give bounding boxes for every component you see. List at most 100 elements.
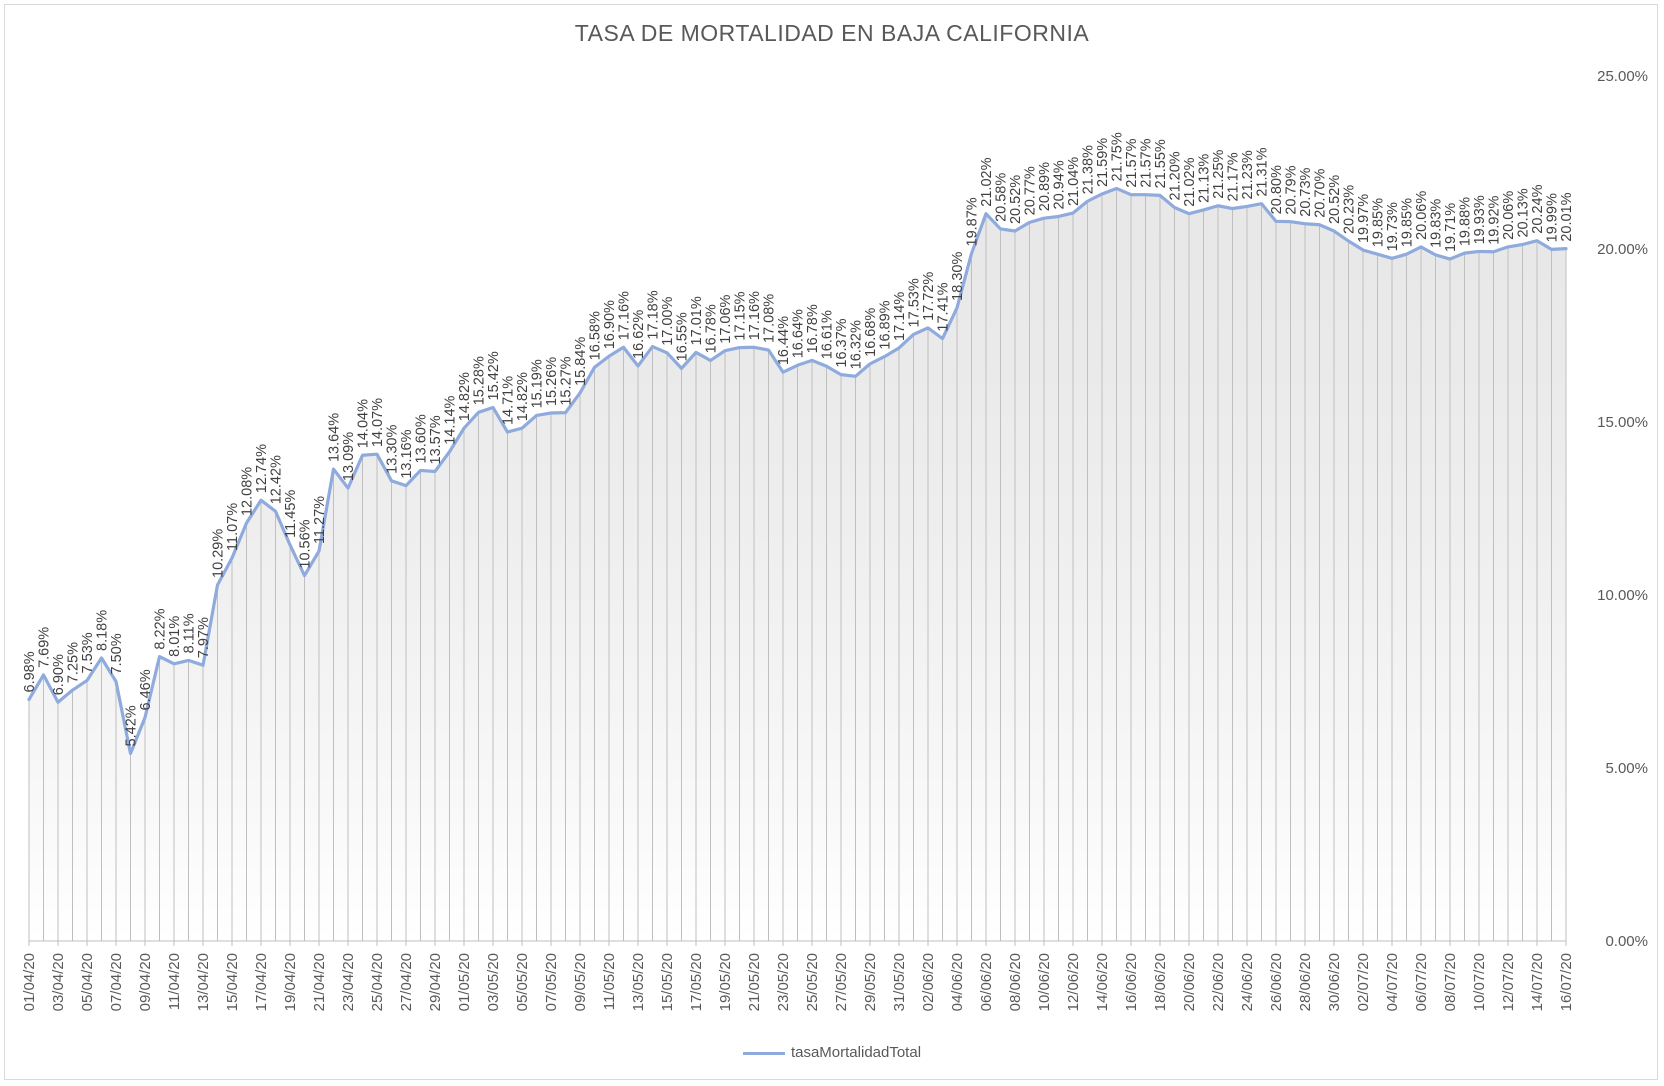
data-label: 14.14% — [443, 395, 459, 444]
data-label: 13.09% — [341, 432, 357, 481]
data-label: 16.58% — [588, 311, 604, 360]
x-tick-label: 31/05/20 — [891, 953, 908, 1011]
x-tick-label: 03/04/20 — [50, 953, 67, 1011]
data-label: 20.73% — [1298, 167, 1314, 216]
x-tick-label: 11/04/20 — [166, 953, 183, 1010]
x-tick-label: 09/05/20 — [572, 953, 589, 1011]
y-tick-label: 10.00% — [1597, 587, 1648, 604]
x-tick-label: 02/06/20 — [920, 953, 937, 1011]
data-label: 17.08% — [762, 294, 778, 343]
x-tick-label: 12/06/20 — [1065, 953, 1082, 1011]
data-label: 20.70% — [1313, 168, 1329, 217]
x-tick-label: 19/04/20 — [282, 953, 299, 1011]
series-line-tasaMortalidadTotal — [27, 186, 1568, 756]
x-tick-label: 08/06/20 — [1007, 953, 1024, 1011]
data-label: 16.68% — [863, 308, 879, 357]
data-label: 20.52% — [1327, 175, 1343, 224]
x-tick-label: 04/07/20 — [1384, 953, 1401, 1011]
data-label: 16.62% — [631, 310, 647, 359]
data-label: 6.98% — [22, 651, 38, 692]
data-label: 13.60% — [414, 414, 430, 463]
data-label: 21.20% — [1168, 151, 1184, 200]
data-label: 21.55% — [1153, 139, 1169, 188]
data-label: 6.90% — [51, 654, 67, 695]
data-label: 20.77% — [1023, 166, 1039, 215]
data-label: 17.53% — [907, 278, 923, 327]
x-tick-label: 26/06/20 — [1268, 953, 1285, 1011]
x-tick-label: 14/07/20 — [1529, 953, 1546, 1011]
x-tick-label: 25/05/20 — [804, 953, 821, 1011]
x-tick-label: 12/07/20 — [1500, 953, 1517, 1011]
x-tick-label: 05/05/20 — [514, 953, 531, 1011]
data-label: 19.71% — [1443, 203, 1459, 252]
data-label: 21.57% — [1124, 138, 1140, 187]
data-label: 14.82% — [457, 372, 473, 421]
data-label: 12.08% — [240, 467, 256, 516]
data-label: 20.06% — [1501, 191, 1517, 240]
x-tick-label: 06/07/20 — [1413, 953, 1430, 1011]
legend-label: tasaMortalidadTotal — [790, 1044, 922, 1061]
data-label: 20.94% — [1052, 160, 1068, 209]
data-label: 7.53% — [80, 632, 96, 673]
data-label: 21.31% — [1255, 147, 1271, 196]
data-label: 13.30% — [385, 425, 401, 474]
data-label: 21.04% — [1066, 157, 1082, 206]
data-label: 16.32% — [849, 320, 865, 369]
data-label: 17.72% — [921, 272, 937, 321]
data-label: 20.24% — [1530, 184, 1546, 233]
data-label: 16.55% — [675, 312, 691, 361]
data-label: 21.38% — [1081, 145, 1097, 194]
y-tick-label: 0.00% — [1605, 933, 1648, 950]
data-label: 16.90% — [602, 300, 618, 349]
x-tick-label: 10/07/20 — [1471, 953, 1488, 1011]
x-tick-label: 15/05/20 — [659, 953, 676, 1011]
data-label: 19.73% — [1385, 202, 1401, 251]
x-tick-label: 07/04/20 — [108, 953, 125, 1011]
data-label: 19.99% — [1545, 193, 1561, 242]
x-tick-label: 22/06/20 — [1210, 953, 1227, 1011]
data-label: 19.85% — [1400, 198, 1416, 247]
data-label: 15.84% — [573, 337, 589, 386]
data-label: 15.19% — [530, 359, 546, 408]
x-tick-label: 06/06/20 — [978, 953, 995, 1011]
data-label: 8.18% — [95, 610, 111, 651]
data-label: 20.23% — [1342, 185, 1358, 234]
data-label: 17.01% — [689, 296, 705, 345]
y-tick-label: 15.00% — [1597, 414, 1648, 431]
data-label: 17.00% — [660, 297, 676, 346]
data-label: 16.61% — [820, 310, 836, 359]
data-label: 12.74% — [254, 444, 270, 493]
data-label: 21.02% — [1182, 157, 1198, 206]
y-tick-label: 25.00% — [1597, 68, 1648, 85]
data-label: 11.45% — [283, 490, 299, 538]
data-label: 17.16% — [617, 291, 633, 340]
data-label: 17.18% — [646, 290, 662, 339]
data-label: 20.89% — [1037, 162, 1053, 211]
x-tick-label: 10/06/20 — [1036, 953, 1053, 1011]
x-tick-label: 03/05/20 — [485, 953, 502, 1011]
data-label: 19.93% — [1472, 195, 1488, 244]
data-label: 21.17% — [1226, 152, 1242, 201]
data-label: 13.64% — [327, 413, 343, 462]
x-tick-label: 19/05/20 — [717, 953, 734, 1011]
x-tick-labels: 01/04/20 03/04/20 05/04/20 07/04/20 09/04/20… — [21, 953, 1575, 1011]
data-label: 20.06% — [1414, 191, 1430, 240]
data-label: 10.29% — [211, 529, 227, 578]
data-label: 21.25% — [1211, 149, 1227, 198]
x-tick-label: 01/04/20 — [21, 953, 38, 1011]
data-label: 8.22% — [153, 608, 169, 649]
data-label: 21.59% — [1095, 138, 1111, 187]
data-label: 14.07% — [370, 398, 386, 447]
x-tick-label: 11/05/20 — [601, 953, 618, 1010]
data-label: 21.13% — [1197, 154, 1213, 203]
x-tick-label: 17/05/20 — [688, 953, 705, 1011]
x-tick-label: 09/04/20 — [137, 953, 154, 1011]
drop-lines — [28, 188, 1567, 941]
data-label: 15.27% — [559, 356, 575, 405]
data-label: 16.44% — [776, 316, 792, 365]
x-tick-label: 17/04/20 — [253, 953, 270, 1011]
data-label: 5.42% — [124, 705, 140, 746]
legend: tasaMortalidadTotal — [0, 1044, 1664, 1061]
data-label: 17.06% — [718, 294, 734, 343]
